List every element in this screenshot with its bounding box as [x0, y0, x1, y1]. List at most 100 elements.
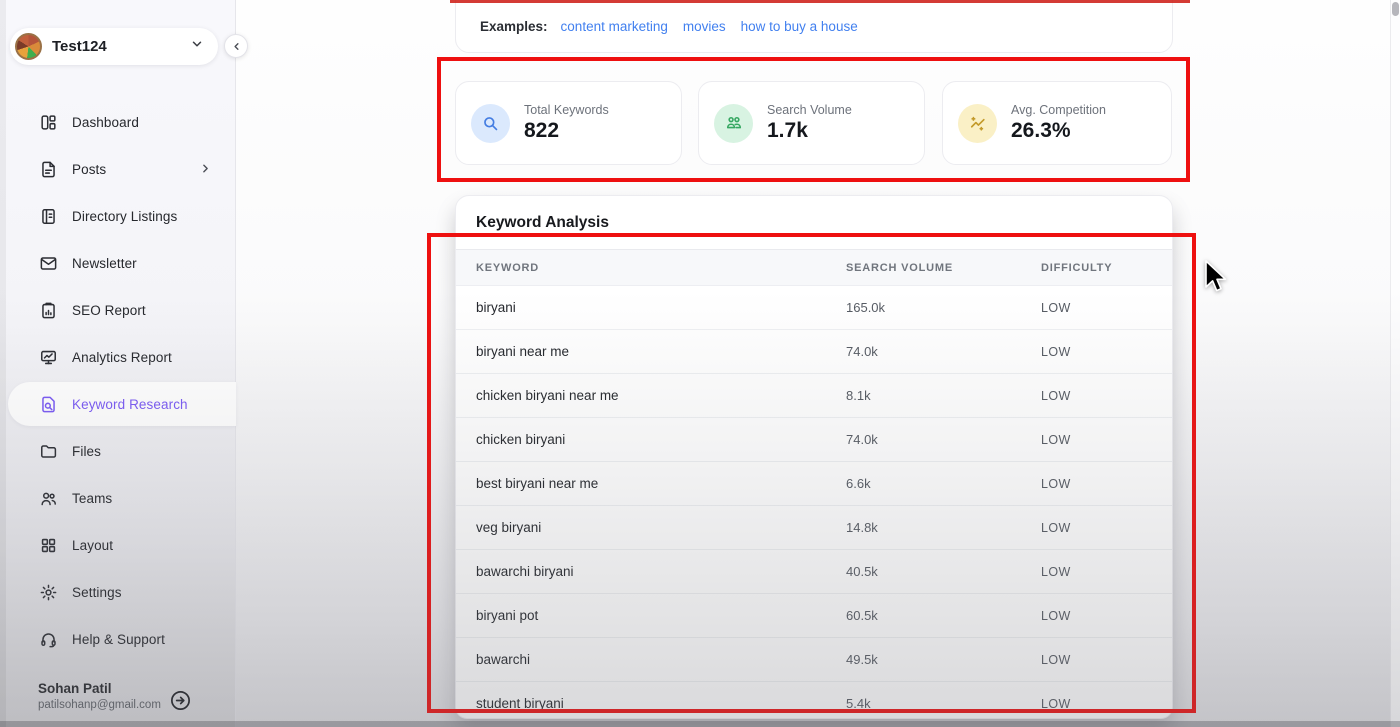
sidebar-item-teams[interactable]: Teams — [0, 475, 236, 522]
examples-card: Examples: content marketing movies how to … — [455, 0, 1173, 53]
cell-keyword: bawarchi biryani — [476, 564, 574, 579]
cell-difficulty: LOW — [1041, 344, 1071, 359]
user-name: Sohan Patil — [38, 681, 112, 696]
cell-keyword: biryani pot — [476, 608, 539, 623]
stat-value: 26.3% — [1011, 119, 1071, 142]
stat-value: 822 — [524, 119, 560, 142]
stat-label: Search Volume — [767, 103, 852, 117]
cell-difficulty: LOW — [1041, 432, 1071, 447]
table-row[interactable]: chicken biryani near me 8.1k LOW — [456, 374, 1172, 418]
example-link[interactable]: movies — [682, 19, 726, 34]
sidebar-item-label: Dashboard — [72, 115, 139, 130]
mail-icon — [38, 254, 58, 274]
sidebar-item-settings[interactable]: Settings — [0, 569, 236, 616]
cell-difficulty: LOW — [1041, 608, 1071, 623]
cell-difficulty: LOW — [1041, 300, 1071, 315]
cell-keyword: student biryani — [476, 696, 564, 711]
cell-search-volume: 5.4k — [846, 696, 871, 711]
sidebar-item-help-support[interactable]: Help & Support — [0, 616, 236, 663]
stat-label: Total Keywords — [524, 103, 609, 117]
cell-keyword: best biryani near me — [476, 476, 599, 491]
cell-search-volume: 6.6k — [846, 476, 871, 491]
user-email: patilsohanp@gmail.com — [38, 699, 161, 711]
sidebar-item-directory-listings[interactable]: Directory Listings — [0, 193, 236, 240]
table-row[interactable]: bawarchi biryani 40.5k LOW — [456, 550, 1172, 594]
file-search-icon — [38, 394, 58, 414]
stat-value: 1.7k — [767, 119, 808, 142]
sidebar-item-analytics-report[interactable]: Analytics Report — [0, 334, 236, 381]
sidebar-collapse-button[interactable] — [224, 34, 248, 58]
cell-keyword: chicken biryani near me — [476, 388, 619, 403]
cell-difficulty: LOW — [1041, 520, 1071, 535]
sidebar-item-label: Directory Listings — [72, 209, 178, 224]
table-body: biryani 165.0k LOW biryani near me 74.0k… — [456, 286, 1172, 718]
examples-label: Examples: — [480, 19, 548, 34]
cell-keyword: chicken biryani — [476, 432, 566, 447]
cell-search-volume: 165.0k — [846, 300, 886, 315]
workspace-avatar — [15, 33, 42, 60]
posts-icon — [38, 160, 58, 180]
table-row[interactable]: veg biryani 14.8k LOW — [456, 506, 1172, 550]
sidebar-item-dashboard[interactable]: Dashboard — [0, 99, 236, 146]
example-link[interactable]: how to buy a house — [740, 19, 858, 34]
column-header: KEYWORD — [476, 261, 540, 274]
scrollbar-thumb[interactable] — [1392, 2, 1399, 16]
sidebar-item-label: Help & Support — [72, 632, 165, 647]
table-row[interactable]: biryani 165.0k LOW — [456, 286, 1172, 330]
sidebar-item-posts[interactable]: Posts — [0, 146, 236, 193]
sidebar-item-label: Teams — [72, 491, 113, 506]
cell-search-volume: 49.5k — [846, 652, 878, 667]
table-title-row: Keyword Analysis — [456, 196, 1172, 250]
workspace-selector[interactable]: Test124 — [10, 28, 218, 65]
cell-search-volume: 14.8k — [846, 520, 878, 535]
sidebar-item-seo-report[interactable]: SEO Report — [0, 287, 236, 334]
sidebar-item-label: Files — [72, 444, 102, 459]
cell-difficulty: LOW — [1041, 696, 1071, 711]
sidebar-item-label: Settings — [72, 585, 122, 600]
chevron-right-icon — [199, 162, 212, 178]
stat-card: Search Volume 1.7k — [698, 81, 925, 165]
table-row[interactable]: best biryani near me 6.6k LOW — [456, 462, 1172, 506]
sidebar-item-keyword-research[interactable]: Keyword Research — [8, 382, 236, 426]
headset-icon — [38, 630, 58, 650]
user-box: Sohan Patil patilsohanp@gmail.com — [0, 681, 236, 711]
gear-icon — [38, 583, 58, 603]
table-row[interactable]: bawarchi 49.5k LOW — [456, 638, 1172, 682]
sidebar-item-label: Posts — [72, 162, 107, 177]
column-header: SEARCH VOLUME — [846, 261, 953, 274]
workspace-name: Test124 — [52, 38, 107, 55]
directory-icon — [38, 207, 58, 227]
sidebar-nav: Dashboard Posts Directory Listings Newsl… — [0, 99, 236, 663]
cell-search-volume: 74.0k — [846, 432, 878, 447]
cell-keyword: bawarchi — [476, 652, 531, 667]
stat-card: Avg. Competition 26.3% — [942, 81, 1172, 165]
users-icon — [38, 489, 58, 509]
sidebar-item-files[interactable]: Files — [0, 428, 236, 475]
sidebar-item-label: Analytics Report — [72, 350, 172, 365]
table-row[interactable]: biryani near me 74.0k LOW — [456, 330, 1172, 374]
cell-difficulty: LOW — [1041, 476, 1071, 491]
scrollbar-track[interactable] — [1390, 0, 1400, 727]
table-row[interactable]: chicken biryani 74.0k LOW — [456, 418, 1172, 462]
folder-icon — [38, 442, 58, 462]
keyword-analysis-card: Keyword Analysis KEYWORD SEARCH VOLUME DIF… — [455, 195, 1173, 719]
column-header: DIFFICULTY — [1041, 261, 1113, 274]
chevron-down-icon — [190, 37, 204, 56]
table-title: Keyword Analysis — [476, 213, 609, 231]
arrow-right-circle-icon[interactable] — [169, 689, 192, 712]
cell-difficulty: LOW — [1041, 652, 1071, 667]
clipboard-chart-icon — [38, 301, 58, 321]
table-row[interactable]: biryani pot 60.5k LOW — [456, 594, 1172, 638]
sidebar-item-newsletter[interactable]: Newsletter — [0, 240, 236, 287]
dashboard-icon — [38, 113, 58, 133]
cell-search-volume: 74.0k — [846, 344, 878, 359]
stat-label: Avg. Competition — [1011, 103, 1106, 117]
sidebar-item-layout[interactable]: Layout — [0, 522, 236, 569]
stat-card: Total Keywords 822 — [455, 81, 682, 165]
table-row[interactable]: student biryani 5.4k LOW — [456, 682, 1172, 718]
grid-icon — [38, 536, 58, 556]
example-link[interactable]: content marketing — [560, 19, 668, 34]
sidebar-item-label: Keyword Research — [72, 396, 188, 412]
cell-search-volume: 60.5k — [846, 608, 878, 623]
